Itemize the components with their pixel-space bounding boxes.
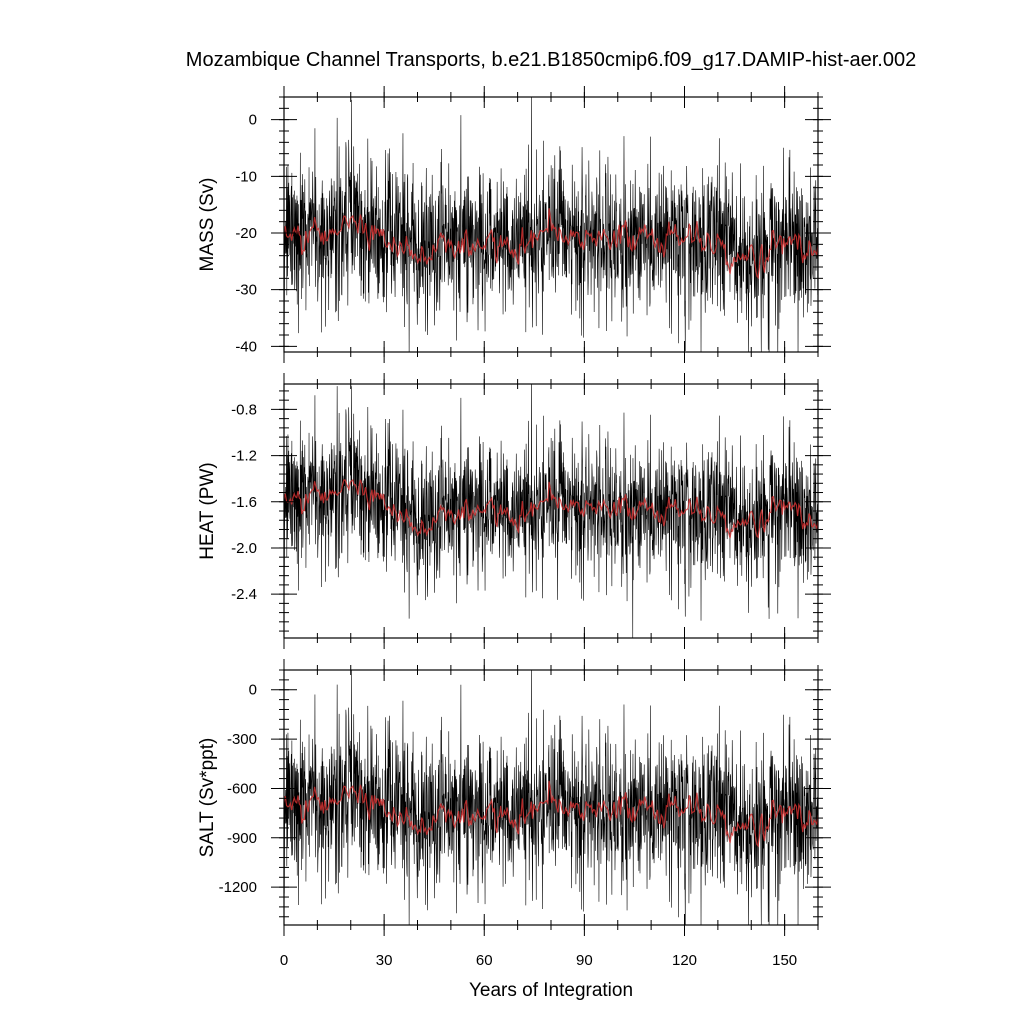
panel-3: 0 -300 -600 -900 -1200 SALT (Sv*ppt) <box>197 659 831 936</box>
y-tick-label: -10 <box>235 168 257 185</box>
y-axis-label: MASS (Sv) <box>197 178 218 272</box>
raw-series-line <box>284 384 818 638</box>
y-tick-label: -20 <box>235 225 257 242</box>
x-tick-label: 30 <box>376 952 393 969</box>
y-tick-label: -40 <box>235 338 257 355</box>
raw-series-line <box>284 670 818 925</box>
smoothed-series-line <box>284 208 818 280</box>
y-tick-label: -2.0 <box>231 540 257 557</box>
x-tick-label: 60 <box>476 952 493 969</box>
y-tick-label: 0 <box>249 682 257 699</box>
smoothed-series-line <box>284 479 818 539</box>
y-tick-label: -900 <box>227 830 257 847</box>
y-tick-label: -600 <box>227 780 257 797</box>
chart-title: Mozambique Channel Transports, b.e21.B18… <box>186 49 916 71</box>
x-tick-label: 120 <box>672 952 697 969</box>
y-tick-label: -1.6 <box>231 494 257 511</box>
y-axis-label: SALT (Sv*ppt) <box>197 738 218 858</box>
raw-series-line <box>284 97 818 352</box>
x-axis-label: Years of Integration <box>469 980 633 1001</box>
panel-1: 0 -10 -20 -30 -40 MASS (Sv) <box>197 86 831 363</box>
x-tick-label: 90 <box>576 952 593 969</box>
y-tick-label: -1.2 <box>231 448 257 465</box>
y-axis-label: HEAT (PW) <box>197 462 218 559</box>
y-tick-label: 0 <box>249 112 257 129</box>
y-tick-label: -0.8 <box>231 401 257 418</box>
panel-2: -0.8 -1.2 -1.6 -2.0 -2.4 HEAT (PW) <box>197 373 831 649</box>
y-tick-label: -30 <box>235 282 257 299</box>
x-tick-label: 150 <box>772 952 797 969</box>
panels-group: 0 -10 -20 -30 -40 MASS (Sv) -0.8 -1.2 -1.6 -2.0 -2… <box>197 86 831 936</box>
y-tick-label: -2.4 <box>231 586 257 603</box>
x-axis: 0 30 60 90 120 150 <box>280 952 797 969</box>
smoothed-series-line <box>284 780 818 848</box>
y-tick-label: -300 <box>227 731 257 748</box>
x-tick-label: 0 <box>280 952 288 969</box>
y-tick-label: -1200 <box>219 879 257 896</box>
